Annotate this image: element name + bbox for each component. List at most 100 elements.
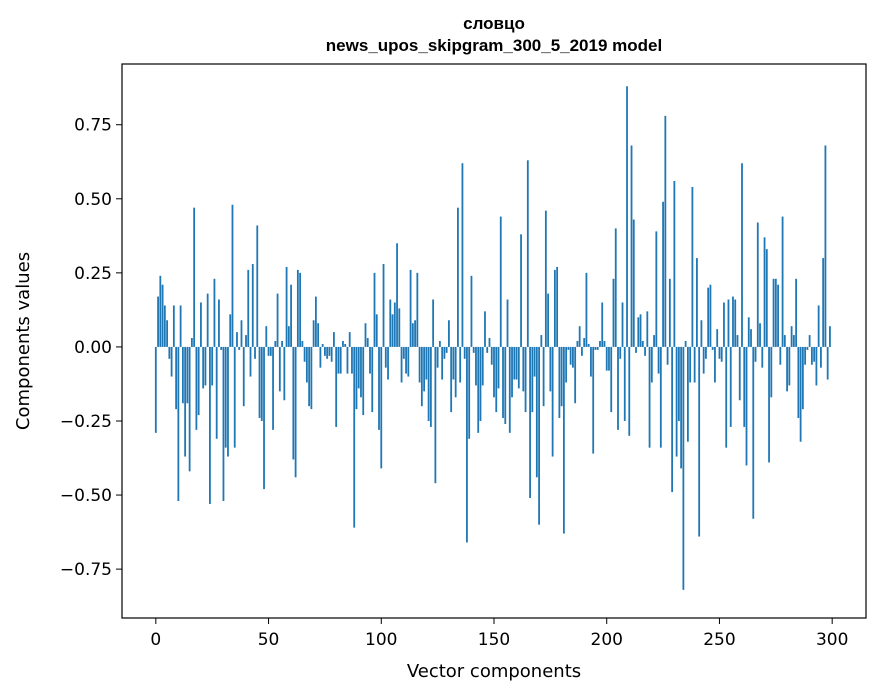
- bar-112: [407, 346, 410, 377]
- bar-297: [824, 145, 827, 347]
- bar-122: [429, 346, 432, 427]
- bar-124: [434, 346, 437, 484]
- bar-18: [195, 346, 198, 430]
- bar-141: [472, 346, 475, 353]
- bar-97: [373, 272, 376, 347]
- bar-8: [172, 305, 175, 347]
- bar-215: [639, 314, 642, 347]
- bar-299: [829, 326, 831, 347]
- bar-135: [459, 346, 462, 383]
- bar-13: [184, 346, 187, 457]
- bar-273: [770, 346, 773, 398]
- bar-170: [538, 346, 540, 525]
- bar-15: [188, 346, 191, 472]
- bar-202: [610, 346, 613, 413]
- bar-180: [560, 346, 563, 407]
- bar-106: [393, 302, 396, 347]
- y-axis-ticks: −0.75 −0.50 −0.25 0.00 0.25 0.50 0.75: [60, 116, 122, 580]
- chart-title-line2: news_upos_skipgram_300_5_2019 model: [326, 36, 662, 55]
- bar-196: [596, 346, 599, 350]
- bar-225: [662, 201, 664, 347]
- bar-127: [441, 346, 444, 380]
- bar-257: [734, 299, 737, 347]
- bar-244: [705, 346, 707, 359]
- bar-162: [520, 234, 522, 347]
- bar-224: [659, 346, 662, 448]
- bar-252: [723, 302, 725, 347]
- bar-83: [342, 341, 344, 347]
- bar-189: [581, 346, 583, 356]
- bar-72: [317, 323, 320, 347]
- bar-0: [154, 346, 157, 433]
- bar-132: [452, 346, 455, 380]
- bar-226: [664, 115, 667, 347]
- bar-86: [348, 332, 351, 347]
- bar-211: [630, 145, 633, 347]
- bar-131: [450, 346, 453, 413]
- bar-64: [299, 272, 302, 347]
- y-tick-label: −0.25: [60, 412, 112, 432]
- bar-129: [445, 346, 448, 353]
- bar-221: [653, 335, 655, 347]
- bar-9: [175, 346, 178, 410]
- bar-52: [272, 346, 274, 430]
- x-tick-label: 300: [816, 630, 848, 650]
- bar-245: [707, 287, 710, 347]
- bar-102: [384, 346, 387, 368]
- bar-251: [720, 346, 723, 362]
- y-tick-label: 0.00: [74, 338, 112, 358]
- bar-287: [801, 346, 804, 410]
- bar-282: [790, 326, 793, 347]
- bar-144: [479, 346, 482, 421]
- bar-44: [254, 346, 256, 359]
- bar-104: [389, 299, 392, 347]
- bar-203: [612, 278, 615, 347]
- bar-168: [533, 346, 536, 377]
- bar-76: [326, 346, 329, 359]
- x-tick-label: 150: [478, 630, 510, 650]
- bar-125: [436, 346, 439, 368]
- bar-289: [806, 346, 809, 350]
- bar-49: [265, 326, 268, 347]
- bar-158: [511, 346, 513, 398]
- bar-186: [574, 346, 577, 404]
- bar-5: [166, 320, 168, 347]
- bar-172: [542, 346, 545, 407]
- bar-121: [427, 346, 430, 421]
- bar-119: [423, 346, 426, 392]
- bar-139: [468, 346, 471, 439]
- bar-236: [686, 346, 689, 442]
- bar-247: [711, 346, 714, 350]
- bar-205: [617, 346, 619, 430]
- bar-212: [632, 219, 635, 347]
- bar-123: [432, 299, 435, 347]
- bar-194: [592, 346, 595, 454]
- bar-210: [628, 346, 631, 436]
- bar-195: [594, 346, 597, 350]
- bar-204: [614, 228, 617, 347]
- bar-115: [414, 320, 416, 347]
- bar-185: [572, 346, 574, 368]
- bar-228: [668, 278, 671, 347]
- bar-254: [727, 299, 730, 347]
- bar-241: [698, 346, 701, 537]
- bar-259: [738, 346, 741, 401]
- bar-32: [227, 346, 229, 457]
- bar-46: [258, 346, 261, 419]
- bar-288: [804, 346, 807, 365]
- bar-92: [362, 346, 365, 416]
- bar-58: [285, 266, 288, 347]
- bar-33: [229, 314, 232, 347]
- bar-264: [750, 329, 752, 347]
- bar-229: [671, 346, 674, 493]
- bar-169: [535, 346, 538, 478]
- bar-84: [344, 343, 347, 347]
- bar-267: [756, 222, 759, 347]
- bar-88: [353, 346, 356, 528]
- bar-113: [409, 269, 412, 347]
- bar-120: [425, 346, 428, 380]
- bar-2: [159, 275, 162, 347]
- bar-193: [590, 346, 592, 377]
- bar-47: [260, 346, 263, 421]
- bar-174: [547, 293, 550, 347]
